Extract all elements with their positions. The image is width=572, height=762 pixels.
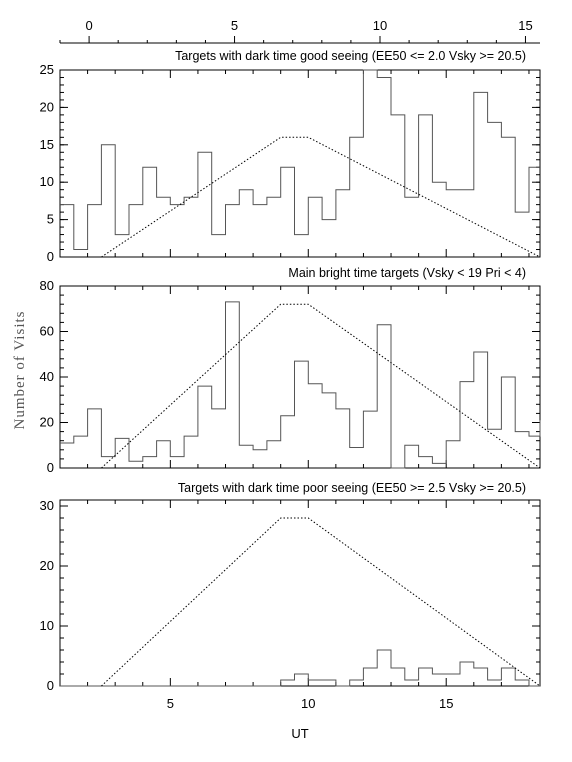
x-tick-label: 15: [439, 696, 453, 711]
histogram-series: [60, 301, 541, 469]
y-tick-label: 25: [40, 62, 54, 77]
top-tick-label: 10: [373, 18, 387, 33]
panel-poor-seeing: Targets with dark time poor seeing (EE50…: [40, 481, 541, 711]
y-axis-label: Number of Visits: [12, 311, 28, 430]
x-axis-label: UT: [291, 726, 308, 741]
y-tick-label: 15: [40, 137, 54, 152]
y-tick-label: 5: [47, 212, 54, 227]
y-tick-label: 30: [40, 498, 54, 513]
y-tick-label: 40: [40, 369, 54, 384]
histogram-series: [60, 649, 540, 687]
x-tick-label: 5: [167, 696, 174, 711]
top-axis: 0 5 10 15: [59, 18, 540, 44]
top-tick-label: 15: [518, 18, 532, 33]
y-tick-label: 20: [40, 558, 54, 573]
plot-frame: [59, 69, 541, 258]
panel-good-seeing: Targets with dark time good seeing (EE50…: [40, 49, 541, 264]
x-tick-label: 10: [301, 696, 315, 711]
panel-title: Main bright time targets (Vsky < 19 Pri …: [288, 266, 526, 280]
y-tick-label: 10: [40, 174, 54, 189]
panel-title: Targets with dark time poor seeing (EE50…: [178, 481, 526, 495]
panel-bright-time: Main bright time targets (Vsky < 19 Pri …: [40, 266, 541, 475]
y-tick-label: 10: [40, 618, 54, 633]
y-tick-label: 0: [47, 460, 54, 475]
top-tick-label: 0: [85, 18, 92, 33]
top-tick-label: 5: [231, 18, 238, 33]
y-tick-label: 80: [40, 278, 54, 293]
histogram-series: [60, 69, 540, 250]
panel-title: Targets with dark time good seeing (EE50…: [175, 49, 526, 63]
plot-frame: [59, 285, 541, 469]
plot-frame: [59, 499, 541, 687]
y-tick-label: 0: [47, 678, 54, 693]
y-tick-label: 20: [40, 99, 54, 114]
y-tick-label: 0: [47, 249, 54, 264]
y-tick-label: 60: [40, 324, 54, 339]
y-tick-label: 20: [40, 415, 54, 430]
envelope-line: [101, 303, 541, 469]
envelope-line: [101, 517, 541, 687]
